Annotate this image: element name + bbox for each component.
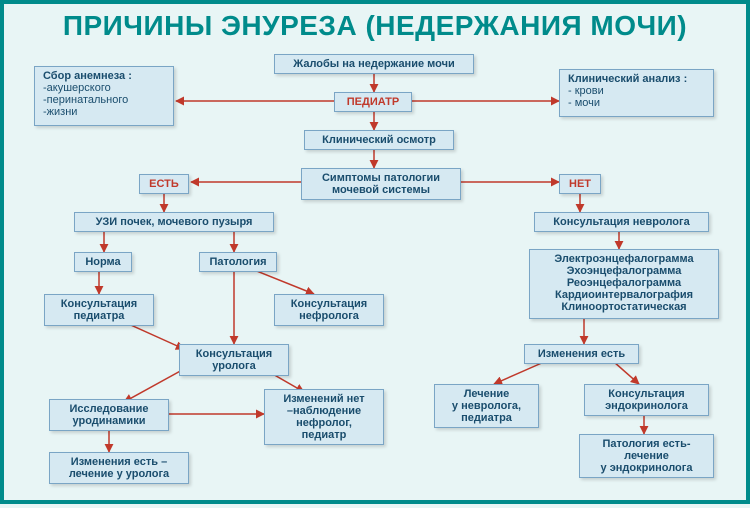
node-complaints: Жалобы на недержание мочи [274,54,474,74]
main-title: ПРИЧИНЫ ЭНУРЕЗА (НЕДЕРЖАНИЯ МОЧИ) [4,10,746,42]
edge-izm_est-to-kons_endo [614,362,639,384]
node-uzi: УЗИ почек, мочевого пузыря [74,212,274,232]
node-izm_est: Изменения есть [524,344,639,364]
node-pediatr: ПЕДИАТР [334,92,412,112]
node-kons_ped: Консультацияпедиатра [44,294,154,326]
edge-kons_ped-to-kons_urol [124,322,184,349]
node-izm_net: Изменений нет–наблюдениенефролог,педиатр [264,389,384,445]
node-kons_nefr: Консультациянефролога [274,294,384,326]
node-lech_nevr: Лечениеу невролога,педиатра [434,384,539,428]
node-clinanalys: Клинический анализ :- крови- мочи [559,69,714,117]
node-no: НЕТ [559,174,601,194]
node-norma: Норма [74,252,132,272]
edge-izm_est-to-lech_nevr [494,362,544,384]
node-eeg: ЭлектроэнцефалограммаЭхоэнцефалограммаРе… [529,249,719,319]
node-patolog: Патология [199,252,277,272]
node-kons_urol: Консультацияуролога [179,344,289,376]
node-pat_endo: Патология есть-лечениеу эндокринолога [579,434,714,478]
node-symptoms: Симптомы патологиимочевой системы [301,168,461,200]
edge-kons_urol-to-urodyn [124,369,184,402]
node-anamnez: Сбор анемнеза :-акушерского-перинатально… [34,66,174,126]
node-clinosmotr: Клинический осмотр [304,130,454,150]
node-yes: ЕСТЬ [139,174,189,194]
node-urodyn: Исследованиеуродинамики [49,399,169,431]
node-nevrolog: Консультация невролога [534,212,709,232]
node-kons_endo: Консультацияэндокринолога [584,384,709,416]
edge-patolog-to-kons_nefr [254,270,314,294]
node-izm_urolog: Изменения есть –лечение у уролога [49,452,189,484]
